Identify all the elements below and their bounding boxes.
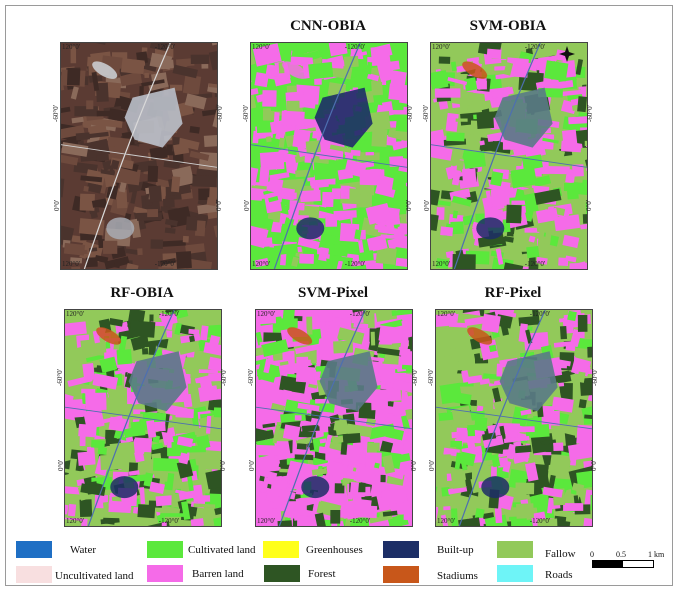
panel-rf-pixel: RF-Pixel 120°0' -120°0' 120°0' -120°0' -60°0… [423, 285, 603, 535]
map-cnn-obia [250, 42, 408, 270]
legend-swatch-greenhouses [263, 541, 299, 558]
panel-svm-pixel: SVM-Pixel 120°0' -120°0' 120°0' -120°0' -60°… [243, 285, 423, 535]
tick-right-upper: -60°0' [215, 105, 224, 123]
tick-right-lower: 0°0' [219, 459, 228, 471]
tick-bottom-left: 120°0' [432, 260, 451, 268]
tick-right-upper: -60°0' [219, 369, 228, 387]
legend: Water Cultivated land Greenhouses Built-… [0, 538, 678, 588]
panel-title: CNN-OBIA [290, 18, 366, 34]
tick-left-lower: 0°0' [57, 459, 66, 471]
scale-bar [592, 560, 654, 568]
tick-right-lower: 0°0' [405, 199, 414, 211]
tick-top-right: -120°0' [529, 310, 551, 318]
tick-bottom-right: -120°0' [524, 260, 546, 268]
tick-left-upper: -60°0' [55, 369, 64, 387]
legend-swatch-water [16, 541, 52, 558]
tick-bottom-right: -120°0' [158, 517, 180, 525]
tick-top-right: -120°0' [344, 43, 366, 51]
legend-label-fallow: Fallow [545, 548, 576, 560]
legend-label-forest: Forest [308, 568, 336, 580]
north-arrow-icon [559, 46, 575, 62]
map-original [60, 42, 218, 270]
tick-bottom-right: -120°0' [349, 517, 371, 525]
tick-top-right: -120°0' [349, 310, 371, 318]
map-rf-pixel [435, 309, 593, 527]
panel-title: RF-OBIA [110, 285, 174, 301]
scale-label-end: 1 km [648, 550, 665, 559]
scale-label-0: 0 [590, 550, 594, 559]
map-svm-obia [430, 42, 588, 270]
legend-label-builtup: Built-up [437, 544, 474, 556]
tick-top-left: 120°0' [437, 310, 456, 318]
tick-top-left: 120°0' [62, 43, 81, 51]
map-rf-obia [64, 309, 222, 527]
tick-bottom-left: 120°0' [62, 260, 81, 268]
panel-original: 120°0' -120°0' 120°0' -120°0' -60°0' 0°0' -60°… [48, 22, 228, 280]
tick-left-upper: -60°0' [421, 105, 430, 123]
panel-title: SVM-OBIA [469, 18, 547, 34]
panel-title: SVM-Pixel [298, 285, 368, 301]
tick-left-lower: 0°0' [243, 199, 252, 211]
legend-swatch-forest [264, 565, 300, 582]
legend-swatch-uncultivated [16, 566, 52, 583]
legend-swatch-fallow [497, 541, 533, 558]
tick-right-upper: -60°0' [405, 105, 414, 123]
tick-top-left: 120°0' [66, 310, 85, 318]
legend-label-stadiums: Stadiums [437, 570, 478, 582]
panel-title: RF-Pixel [484, 285, 542, 301]
tick-left-lower: 0°0' [423, 199, 432, 211]
legend-label-uncultivated: Uncultivated land [55, 570, 134, 582]
tick-left-upper: -60°0' [241, 105, 250, 123]
tick-top-right: -120°0' [524, 43, 546, 51]
tick-bottom-right: -120°0' [344, 260, 366, 268]
legend-swatch-cultivated [147, 541, 183, 558]
tick-bottom-left: 120°0' [437, 517, 456, 525]
tick-top-right: -120°0' [158, 310, 180, 318]
tick-right-lower: 0°0' [410, 459, 419, 471]
map-svm-pixel [255, 309, 413, 527]
tick-left-lower: 0°0' [53, 199, 62, 211]
tick-bottom-right: -120°0' [154, 260, 176, 268]
legend-label-barren: Barren land [192, 568, 244, 580]
tick-right-upper: -60°0' [585, 105, 594, 123]
tick-left-upper: -60°0' [426, 369, 435, 387]
tick-bottom-left: 120°0' [66, 517, 85, 525]
legend-label-cultivated: Cultivated land [188, 544, 256, 556]
tick-top-left: 120°0' [257, 310, 276, 318]
legend-swatch-stadiums [383, 566, 419, 583]
tick-right-upper: -60°0' [590, 369, 599, 387]
tick-left-lower: 0°0' [428, 459, 437, 471]
tick-right-lower: 0°0' [215, 199, 224, 211]
legend-label-roads: Roads [545, 569, 573, 581]
tick-right-lower: 0°0' [585, 199, 594, 211]
tick-right-upper: -60°0' [410, 369, 419, 387]
legend-swatch-barren [147, 565, 183, 582]
tick-bottom-left: 120°0' [252, 260, 271, 268]
tick-top-right: -120°0' [154, 43, 176, 51]
legend-label-greenhouses: Greenhouses [306, 544, 363, 556]
tick-left-upper: -60°0' [51, 105, 60, 123]
tick-right-lower: 0°0' [590, 459, 599, 471]
legend-swatch-builtup [383, 541, 419, 558]
scale-label-mid: 0.5 [616, 550, 626, 559]
tick-left-upper: -60°0' [246, 369, 255, 387]
panel-svm-obia: SVM-OBIA 120°0' -120°0' 120°0' -120°0' -60°0… [418, 18, 598, 280]
panel-rf-obia: RF-OBIA 120°0' -120°0' 120°0' -120°0' -60°0'… [52, 285, 232, 535]
legend-swatch-roads [497, 565, 533, 582]
legend-label-water: Water [70, 544, 96, 556]
panel-cnn-obia: CNN-OBIA 120°0' -120°0' 120°0' -120°0' -60°0… [238, 18, 418, 280]
tick-top-left: 120°0' [252, 43, 271, 51]
tick-bottom-left: 120°0' [257, 517, 276, 525]
tick-left-lower: 0°0' [248, 459, 257, 471]
figure-frame [5, 5, 673, 586]
tick-bottom-right: -120°0' [529, 517, 551, 525]
tick-top-left: 120°0' [432, 43, 451, 51]
